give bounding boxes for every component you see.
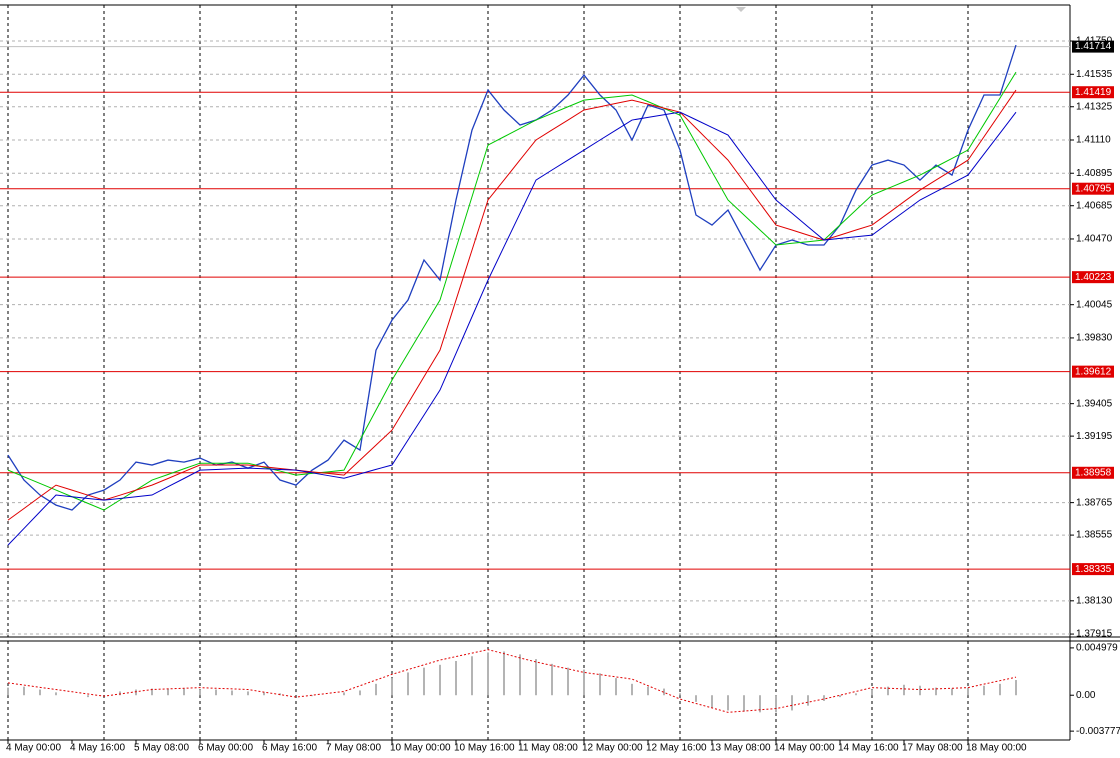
price-line <box>7 44 1017 511</box>
y-tick-label: 1.38555 <box>1076 530 1113 541</box>
x-tick-label: 12 May 16:00 <box>646 743 707 754</box>
level-label: 1.41419 <box>1075 87 1112 98</box>
moving-average <box>7 111 1017 546</box>
level-label: 1.40795 <box>1075 183 1112 194</box>
level-label-box <box>1072 182 1114 195</box>
x-tick-label: 11 May 08:00 <box>518 743 578 754</box>
x-tick-label: 14 May 16:00 <box>838 743 899 754</box>
y-tick-label: 1.39830 <box>1076 333 1113 344</box>
x-tick-label: 7 May 08:00 <box>326 743 381 754</box>
y-tick-label: 1.39195 <box>1076 431 1113 442</box>
shift-marker <box>736 7 746 12</box>
x-tick-label: 12 May 00:00 <box>582 743 643 754</box>
level-label: 1.40223 <box>1075 272 1112 283</box>
signal-line <box>7 649 1017 713</box>
moving-average <box>7 89 1017 521</box>
level-label-box <box>1072 271 1114 284</box>
y-tick-label: 1.40685 <box>1076 200 1113 211</box>
y-tick-label: 1.40045 <box>1076 299 1113 310</box>
x-tick-label: 13 May 08:00 <box>710 743 771 754</box>
y-tick-label: 1.41110 <box>1076 135 1111 146</box>
moving-average <box>7 71 1017 511</box>
level-label-box <box>1072 563 1114 576</box>
x-tick-label: 14 May 00:00 <box>774 743 835 754</box>
y-tick-label: 1.40470 <box>1076 234 1113 245</box>
level-label: 1.38335 <box>1075 564 1112 575</box>
y-tick-label: 1.41325 <box>1076 101 1113 112</box>
y-tick-label: 1.38765 <box>1076 497 1113 508</box>
x-tick-label: 17 May 08:00 <box>902 743 963 754</box>
level-label-box <box>1072 365 1114 378</box>
level-label-box <box>1072 86 1114 99</box>
x-tick-label: 4 May 00:00 <box>6 743 61 754</box>
level-label: 1.38958 <box>1075 467 1112 478</box>
x-tick-label: 4 May 16:00 <box>70 743 125 754</box>
y-tick-label: 1.40895 <box>1076 168 1113 179</box>
y-tick-label: 1.39405 <box>1076 398 1113 409</box>
x-tick-label: 6 May 00:00 <box>198 743 253 754</box>
current-price-label: 1.41714 <box>1075 41 1112 52</box>
x-tick-label: 5 May 08:00 <box>134 743 189 754</box>
y-tick-label: 1.38130 <box>1076 595 1113 606</box>
y-tick-label: 1.37915 <box>1076 629 1113 640</box>
level-label: 1.39612 <box>1075 366 1112 377</box>
y-tick-label: 1.41535 <box>1076 69 1113 80</box>
level-label-box <box>1072 466 1114 479</box>
y-tick-label: 0.00 <box>1076 690 1096 701</box>
x-tick-label: 10 May 00:00 <box>390 743 451 754</box>
y-tick-label: 0.004979 <box>1076 643 1118 654</box>
y-tick-label: -0.003777 <box>1076 726 1120 737</box>
x-tick-label: 6 May 16:00 <box>262 743 317 754</box>
current-price-box <box>1072 40 1114 53</box>
x-tick-label: 10 May 16:00 <box>454 743 515 754</box>
x-tick-label: 18 May 00:00 <box>966 743 1027 754</box>
